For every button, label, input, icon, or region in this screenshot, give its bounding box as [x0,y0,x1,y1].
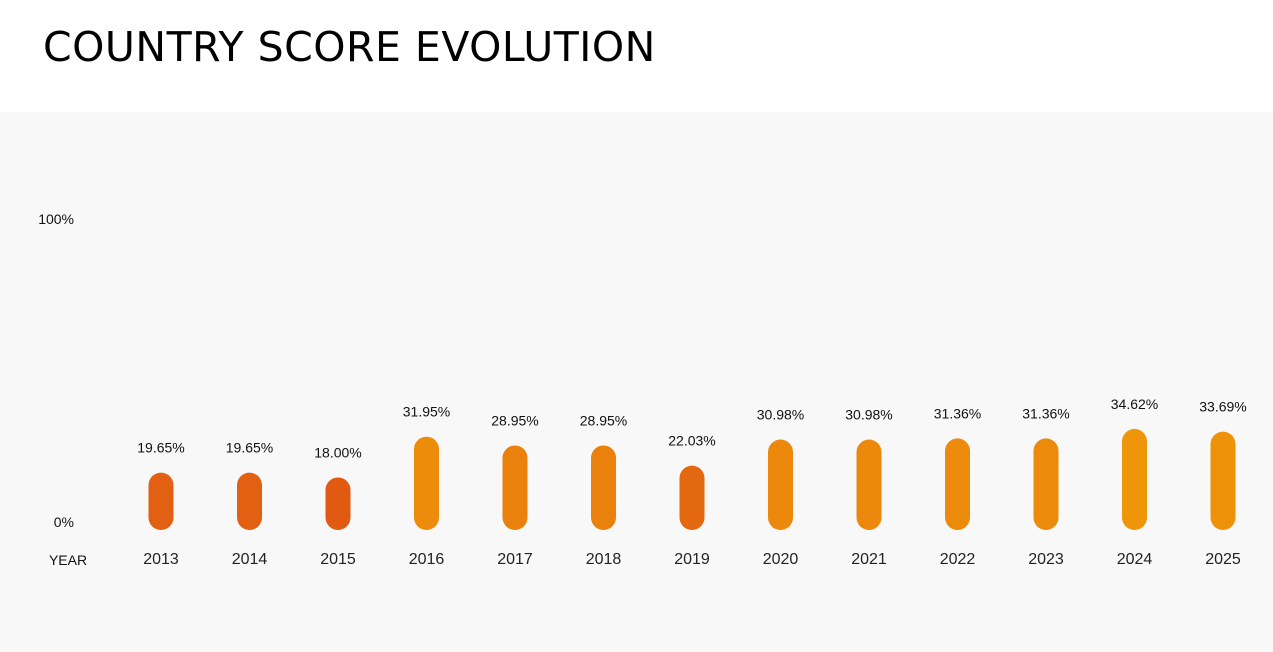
bar-2025[interactable] [1210,431,1236,530]
bar-2013[interactable] [148,472,174,530]
x-tick-label: 2023 [1028,551,1064,568]
data-label: 19.65% [226,440,273,456]
data-label: 19.65% [137,440,184,456]
bar-2021[interactable] [856,439,882,530]
bar-2023[interactable] [1033,438,1059,530]
x-tick-label: 2022 [940,551,976,568]
data-label: 31.36% [934,405,981,421]
bar-2018[interactable] [591,445,616,530]
data-label: 28.95% [580,412,627,428]
data-label: 28.95% [491,412,538,428]
bar-2024[interactable] [1122,428,1147,530]
page-title: COUNTRY SCORE EVOLUTION [43,23,656,71]
x-tick-label: 2020 [763,551,799,568]
bar-2014[interactable] [237,472,262,530]
data-label: 30.98% [757,407,804,423]
x-tick-label: 2019 [674,551,710,568]
y-tick-label: 0% [54,514,74,530]
x-tick-label: 2018 [586,551,622,568]
x-tick-label: 2025 [1205,551,1241,568]
bar-2020[interactable] [768,439,793,530]
bar-2015[interactable] [325,477,351,530]
data-label: 18.00% [314,444,361,460]
data-label: 30.98% [845,407,892,423]
y-tick-label: 100% [38,211,74,227]
x-tick-label: 2021 [851,551,887,568]
x-tick-label: 2017 [497,551,533,568]
chart-panel [0,112,1273,652]
bar-2017[interactable] [502,445,528,530]
data-label: 33.69% [1199,399,1246,415]
data-label: 22.03% [668,433,715,449]
bar-2016[interactable] [414,436,439,530]
data-label: 31.36% [1022,405,1069,421]
x-tick-label: 2014 [232,551,268,568]
x-tick-label: 2016 [409,551,445,568]
data-label: 31.95% [403,404,450,420]
x-tick-label: 2015 [320,551,356,568]
x-axis-title: YEAR [49,552,87,568]
header: COUNTRY SCORE EVOLUTION [0,0,1273,112]
bar-2022[interactable] [945,438,970,530]
data-label: 34.62% [1111,396,1158,412]
x-tick-label: 2024 [1117,551,1153,568]
x-tick-label: 2013 [143,551,179,568]
bar-2019[interactable] [679,465,705,530]
